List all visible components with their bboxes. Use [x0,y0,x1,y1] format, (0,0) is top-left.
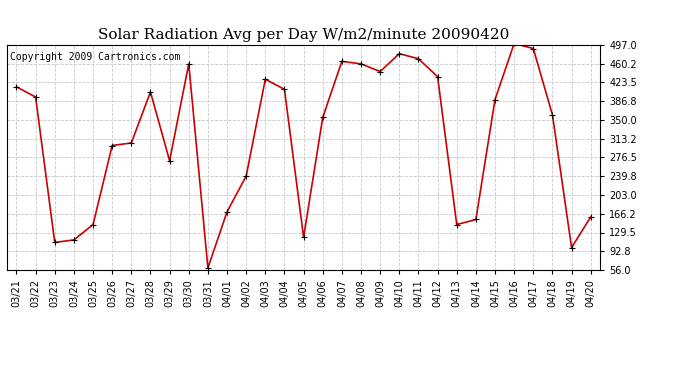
Title: Solar Radiation Avg per Day W/m2/minute 20090420: Solar Radiation Avg per Day W/m2/minute … [98,28,509,42]
Text: Copyright 2009 Cartronics.com: Copyright 2009 Cartronics.com [10,52,180,62]
